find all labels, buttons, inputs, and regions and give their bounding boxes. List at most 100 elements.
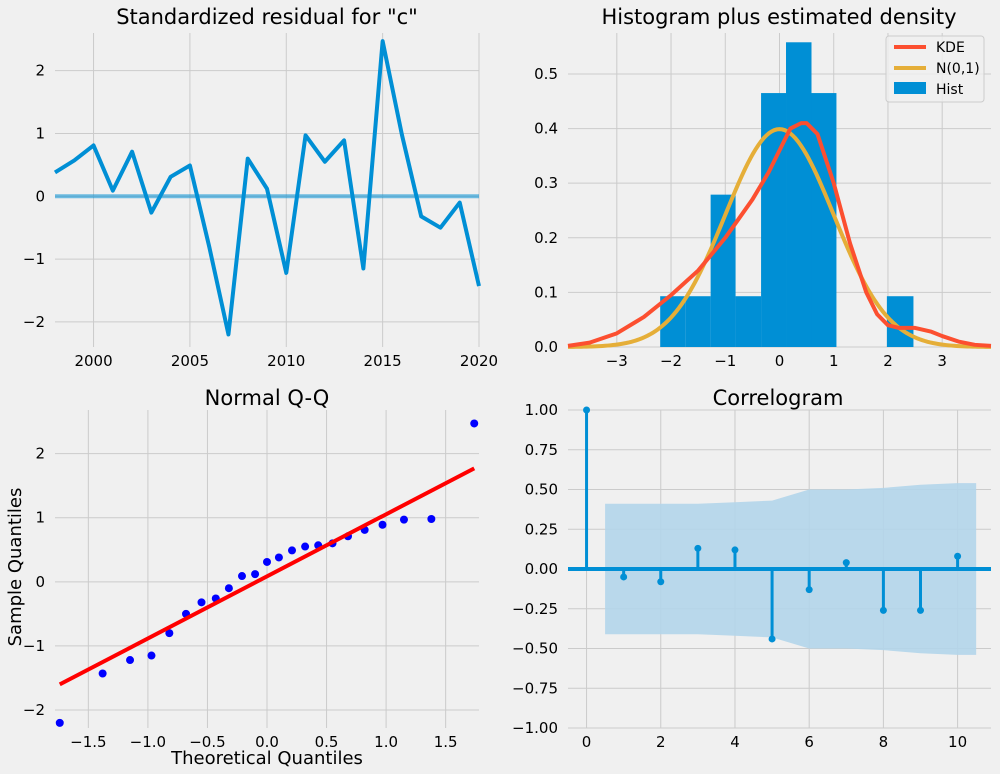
histogram-ytick-label: 0.3 bbox=[534, 174, 558, 192]
correlogram-marks bbox=[568, 406, 991, 655]
acf-marker bbox=[954, 552, 962, 560]
legend-hist-swatch bbox=[894, 82, 926, 94]
qq-ytick-label: 2 bbox=[35, 445, 45, 463]
acf-marker bbox=[917, 606, 924, 614]
residual-ticks: 2000 2005 2010 2015 2020 −2 −1 0 1 2 bbox=[23, 62, 498, 370]
histogram-ytick-label: 0.4 bbox=[534, 120, 558, 138]
qq-point bbox=[55, 718, 64, 727]
histogram-bar bbox=[811, 93, 837, 347]
residual-xtick-label: 2010 bbox=[267, 352, 305, 370]
correlogram-ytick-label: −1.00 bbox=[512, 719, 558, 737]
qq-xtick-label: −0.5 bbox=[189, 733, 225, 751]
qq-xtick-label: 0.0 bbox=[255, 733, 279, 751]
correlogram-ytick-label: 0.75 bbox=[525, 441, 558, 459]
qq-xtick-label: −1.0 bbox=[130, 733, 166, 751]
qq-point bbox=[378, 520, 387, 529]
correlogram-ytick-label: −0.75 bbox=[512, 679, 558, 697]
qq-ticks: −1.5 −1.0 −0.5 0.0 0.5 1.0 1.5 −2 −1 0 1 2 bbox=[23, 445, 458, 751]
legend-hist-label: Hist bbox=[936, 82, 964, 98]
qq-point bbox=[147, 651, 156, 660]
histogram-xtick-label: 3 bbox=[937, 352, 947, 370]
residual-xtick-label: 2015 bbox=[364, 352, 402, 370]
residual-panel: 2000 2005 2010 2015 2020 −2 −1 0 1 2 Standardized… bbox=[23, 5, 498, 370]
histogram-ticks: −3 −2 −1 0 1 2 3 0.0 0.1 0.2 0.3 0.4 0.5 bbox=[534, 65, 947, 370]
qq-point bbox=[224, 584, 233, 593]
correlogram-xtick-label: 8 bbox=[879, 733, 889, 751]
qq-point bbox=[274, 553, 283, 562]
qq-title: Normal Q-Q bbox=[205, 386, 330, 410]
acf-marker bbox=[805, 586, 813, 594]
residual-marks bbox=[53, 39, 481, 337]
histogram-xtick-label: 2 bbox=[883, 352, 893, 370]
qq-point bbox=[301, 542, 310, 551]
residual-title: Standardized residual for "c" bbox=[116, 5, 418, 29]
correlogram-ytick-label: 0.50 bbox=[525, 481, 558, 499]
qq-point bbox=[470, 419, 479, 428]
histogram-xtick-label: 1 bbox=[829, 352, 839, 370]
qq-point bbox=[98, 669, 107, 678]
histogram-bar bbox=[685, 296, 711, 347]
qq-point bbox=[288, 546, 297, 555]
qq-grid bbox=[55, 410, 479, 728]
correlogram-xtick-label: 0 bbox=[582, 733, 592, 751]
normal-density-line bbox=[567, 127, 992, 349]
qq-xtick-label: 0.5 bbox=[315, 733, 339, 751]
acf-marker bbox=[583, 406, 591, 414]
qq-point bbox=[165, 629, 174, 638]
histogram-xtick-label: −2 bbox=[660, 352, 682, 370]
qq-ytick-label: 1 bbox=[35, 509, 45, 527]
histogram-ytick-label: 0.1 bbox=[534, 283, 558, 301]
acf-marker bbox=[879, 606, 887, 614]
qq-point bbox=[399, 515, 408, 524]
correlogram-xtick-label: 4 bbox=[730, 733, 740, 751]
correlogram-ticks: 0 2 4 6 8 10 −1.00 −0.75 −0.50 −0.25 0.00 0.25 0.50 0… bbox=[512, 401, 967, 751]
legend-normal-label: N(0,1) bbox=[936, 61, 980, 77]
histogram-ytick-label: 0.2 bbox=[534, 229, 558, 247]
qq-ytick-label: −1 bbox=[23, 637, 45, 655]
correlogram-xtick-label: 6 bbox=[804, 733, 814, 751]
residual-xtick-label: 2005 bbox=[171, 352, 209, 370]
histogram-bar bbox=[786, 42, 812, 347]
qq-point bbox=[126, 656, 135, 665]
acf-marker bbox=[842, 559, 850, 567]
histogram-marks bbox=[567, 42, 992, 349]
histogram-xtick-label: −1 bbox=[714, 352, 736, 370]
histogram-xtick-label: 0 bbox=[775, 352, 785, 370]
qq-point bbox=[251, 570, 260, 579]
residual-series-line bbox=[53, 39, 481, 337]
qq-ytick-label: −2 bbox=[23, 701, 45, 719]
correlogram-ytick-label: 1.00 bbox=[525, 401, 558, 419]
qq-xtick-label: 1.5 bbox=[434, 733, 458, 751]
acf-marker bbox=[620, 573, 628, 581]
correlogram-xtick-label: 2 bbox=[656, 733, 666, 751]
histogram-title: Histogram plus estimated density bbox=[601, 5, 956, 29]
qq-xtick-label: −1.5 bbox=[70, 733, 106, 751]
residual-xtick-label: 2000 bbox=[74, 352, 112, 370]
qq-reference-line bbox=[58, 466, 476, 687]
residual-ytick-label: −1 bbox=[23, 250, 45, 268]
kde-line bbox=[567, 121, 992, 348]
correlogram-xtick-label: 10 bbox=[948, 733, 967, 751]
residual-ytick-label: 2 bbox=[35, 62, 45, 80]
residual-ytick-label: −2 bbox=[23, 313, 45, 331]
histogram-legend: KDE N(0,1) Hist bbox=[885, 35, 985, 103]
correlogram-ytick-label: −0.50 bbox=[512, 640, 558, 658]
legend-kde-label: KDE bbox=[936, 40, 965, 56]
qq-ylabel: Sample Quantiles bbox=[5, 488, 26, 647]
histogram-panel: −3 −2 −1 0 1 2 3 0.0 0.1 0.2 0.3 0.4 0.5 Histogram p… bbox=[534, 5, 992, 370]
correlogram-title: Correlogram bbox=[713, 386, 844, 410]
histogram-bar bbox=[735, 296, 762, 347]
residual-xtick-label: 2020 bbox=[460, 352, 498, 370]
histogram-ytick-label: 0.0 bbox=[534, 338, 558, 356]
acf-marker bbox=[694, 544, 702, 552]
qq-point bbox=[237, 572, 246, 581]
correlogram-ytick-label: 0.25 bbox=[525, 520, 558, 538]
correlogram-panel: 0 2 4 6 8 10 −1.00 −0.75 −0.50 −0.25 0.00 0.25 0.50 0… bbox=[512, 386, 991, 751]
acf-marker bbox=[768, 635, 776, 643]
qq-point bbox=[427, 514, 436, 523]
acf-marker bbox=[731, 546, 739, 554]
residual-ytick-label: 1 bbox=[35, 124, 45, 142]
qq-point bbox=[197, 598, 206, 607]
qq-marks bbox=[55, 419, 479, 727]
